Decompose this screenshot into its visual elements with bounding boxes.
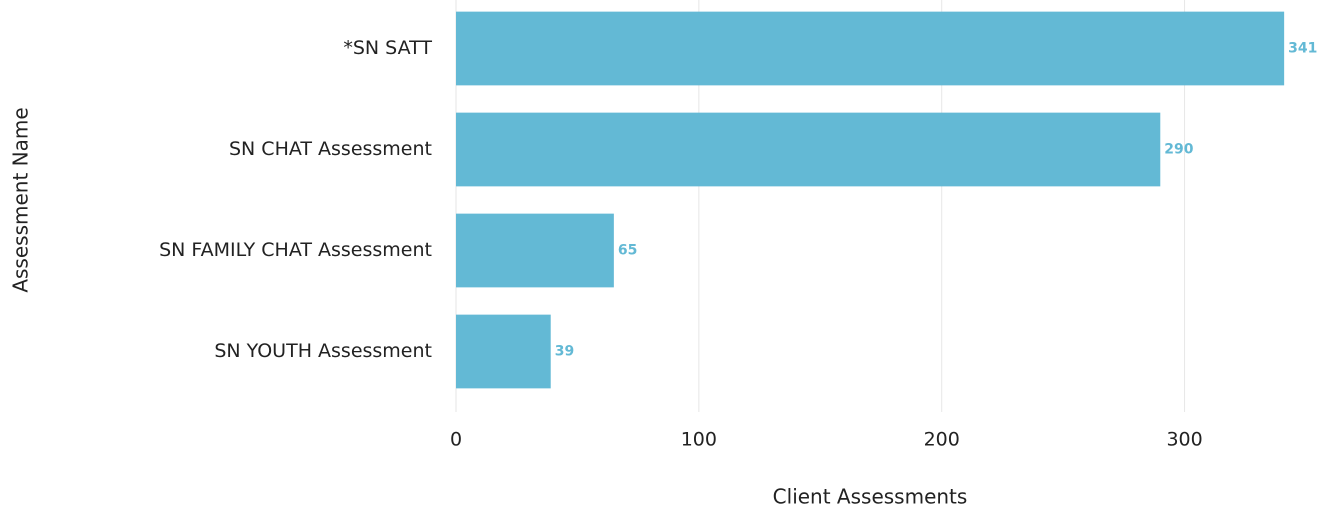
y-tick-label: *SN SATT <box>343 37 432 59</box>
x-axis-title: Client Assessments <box>773 485 968 509</box>
value-label: 290 <box>1164 142 1193 158</box>
x-tick-label: 0 <box>450 429 462 451</box>
value-label: 341 <box>1288 41 1317 57</box>
x-tick-label: 100 <box>681 429 717 451</box>
value-label: 39 <box>555 344 574 360</box>
x-tick-label: 200 <box>924 429 960 451</box>
bar <box>456 11 1285 86</box>
y-tick-label: SN CHAT Assessment <box>229 138 432 160</box>
bar <box>456 112 1161 187</box>
y-axis-title: Assessment Name <box>9 107 33 292</box>
y-tick-label: SN YOUTH Assessment <box>214 340 432 362</box>
y-tick-label: SN FAMILY CHAT Assessment <box>159 239 432 261</box>
x-tick-label: 300 <box>1166 429 1202 451</box>
value-label: 65 <box>618 243 637 259</box>
bar <box>456 314 551 389</box>
bar <box>456 213 614 288</box>
